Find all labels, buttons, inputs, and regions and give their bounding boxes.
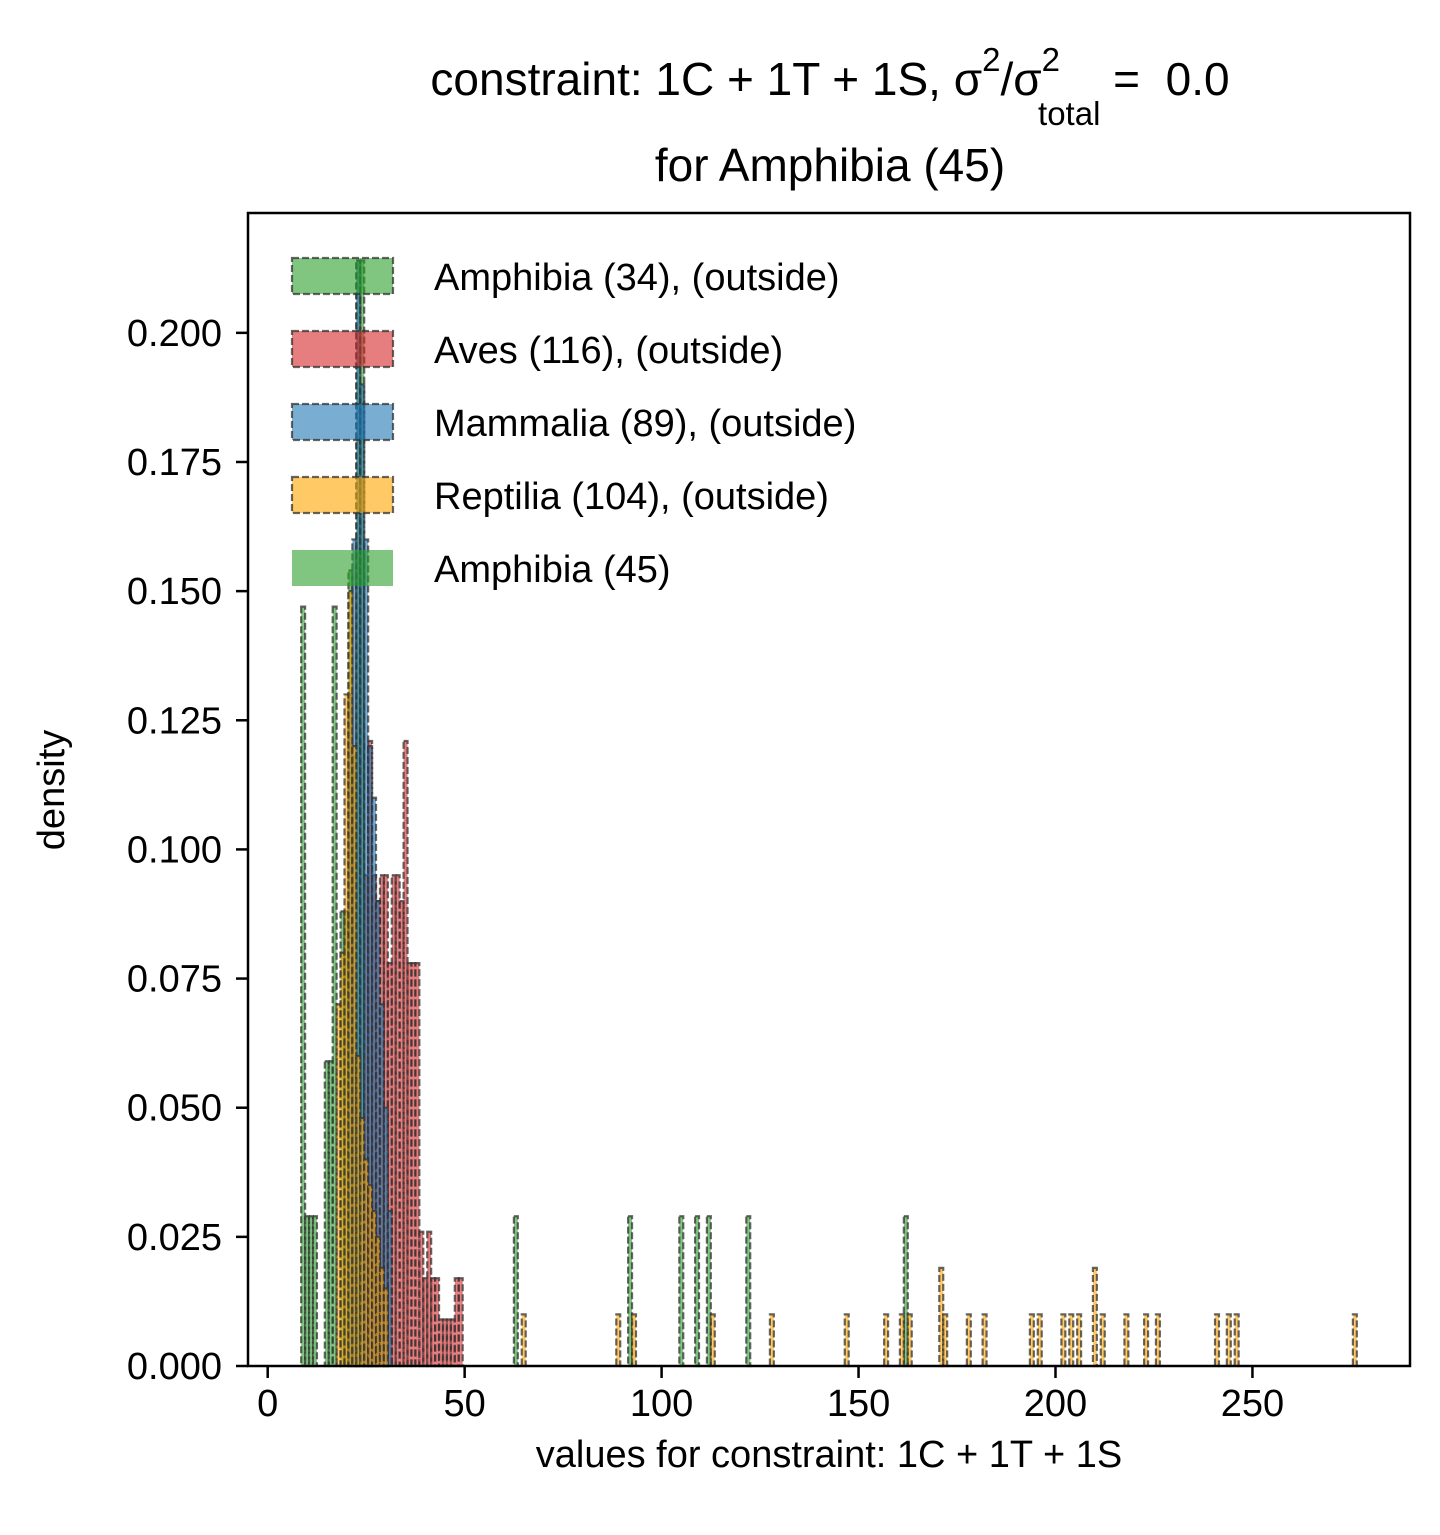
histogram-bar [898, 1313, 905, 1368]
x-axis-label: values for constraint: 1C + 1T + 1S [536, 1434, 1123, 1476]
histogram-bar [457, 1277, 464, 1368]
x-axis-ticks: 0 50 100 150 200 250 [257, 1366, 1284, 1425]
y-axis-ticks: 0.000 0.025 0.050 0.075 0.100 0.125 0.150 0.175… [127, 313, 248, 1388]
x-tick-label: 100 [630, 1383, 693, 1425]
legend-swatch [290, 329, 395, 369]
histogram-bar [1036, 1313, 1043, 1368]
legend-label: Aves (116), (outside) [434, 330, 783, 372]
histogram-bar [311, 1215, 319, 1368]
histogram-bar [1076, 1313, 1083, 1368]
histogram-bar [1154, 1313, 1161, 1368]
histogram-bar [512, 1215, 519, 1368]
chart-title-line-1: constraint: 1C + 1T + 1S, σ2/σ2total = 0… [250, 41, 1410, 132]
y-tick-label: 0.200 [127, 313, 222, 355]
y-tick-label: 0.075 [127, 959, 222, 1001]
histogram-bar [1123, 1313, 1130, 1368]
title-exponent-2: 2 [1041, 41, 1061, 78]
legend-label: Amphibia (34), (outside) [434, 257, 840, 299]
histogram-bars [300, 259, 1358, 1368]
histogram-bar [1099, 1313, 1106, 1368]
histogram-bar [343, 693, 350, 1368]
title-suffix: = 0.0 [1100, 53, 1230, 105]
histogram-bar [434, 1277, 441, 1368]
histogram-bar [1143, 1313, 1150, 1368]
histogram-bar [520, 1313, 527, 1368]
title-slash: / [1000, 53, 1014, 105]
y-tick-label: 0.000 [127, 1346, 222, 1388]
histogram-bar [768, 1313, 775, 1368]
histogram-bar [906, 1313, 913, 1368]
histogram-bar [382, 1287, 389, 1368]
histogram-bar [678, 1215, 685, 1368]
histogram-bar [414, 961, 421, 1368]
legend: Amphibia (34), (outside) Aves (116), (out… [290, 256, 856, 591]
histogram-bar [693, 1215, 701, 1368]
legend-swatch [290, 475, 395, 515]
histogram-bar [1028, 1313, 1035, 1368]
histogram-bar [843, 1313, 850, 1368]
histogram-bar [942, 1313, 949, 1368]
legend-swatch [292, 550, 393, 586]
y-axis-label: density [31, 730, 73, 850]
legend-swatch [290, 402, 395, 442]
y-tick-label: 0.050 [127, 1088, 222, 1130]
histogram-bar [1213, 1313, 1221, 1368]
histogram-bar [981, 1313, 988, 1368]
y-tick-label: 0.150 [127, 571, 222, 613]
histogram-bar [883, 1313, 890, 1368]
histogram-bar [630, 1313, 638, 1368]
y-tick-label: 0.175 [127, 442, 222, 484]
histogram-bar [1225, 1313, 1232, 1368]
x-tick-label: 150 [827, 1383, 890, 1425]
x-tick-label: 200 [1024, 1383, 1087, 1425]
axes-frame [246, 211, 1412, 1368]
histogram-bar [709, 1313, 716, 1368]
title-sigma-1: σ [953, 53, 983, 105]
chart-title-line-2: for Amphibia (45) [654, 139, 1006, 191]
histogram-bar [1091, 1266, 1098, 1368]
y-tick-label: 0.125 [127, 700, 222, 742]
x-tick-label: 0 [257, 1383, 278, 1425]
histogram-bar [1068, 1313, 1075, 1368]
legend-label: Mammalia (89), (outside) [434, 403, 856, 445]
x-tick-label: 250 [1221, 1383, 1284, 1425]
x-tick-label: 50 [444, 1383, 486, 1425]
y-tick-label: 0.025 [127, 1217, 222, 1259]
series-3-bars [335, 590, 1358, 1368]
histogram-bar [745, 1215, 752, 1368]
histogram-bar [1060, 1313, 1067, 1368]
histogram-bar [615, 1313, 622, 1368]
legend-label: Reptilia (104), (outside) [434, 476, 829, 518]
histogram-bar [1351, 1313, 1358, 1368]
title-prefix: constraint: 1C + 1T + 1S, [430, 53, 954, 105]
title-sigma-2: σ [1013, 53, 1042, 105]
title-subscript-total: total [1038, 95, 1101, 132]
legend-label: Amphibia (45) [434, 549, 671, 591]
title-exponent-1: 2 [982, 41, 1001, 78]
histogram-bar [1233, 1313, 1240, 1368]
legend-swatch [290, 256, 395, 296]
y-tick-label: 0.100 [127, 829, 222, 871]
histogram-bar [965, 1313, 972, 1368]
